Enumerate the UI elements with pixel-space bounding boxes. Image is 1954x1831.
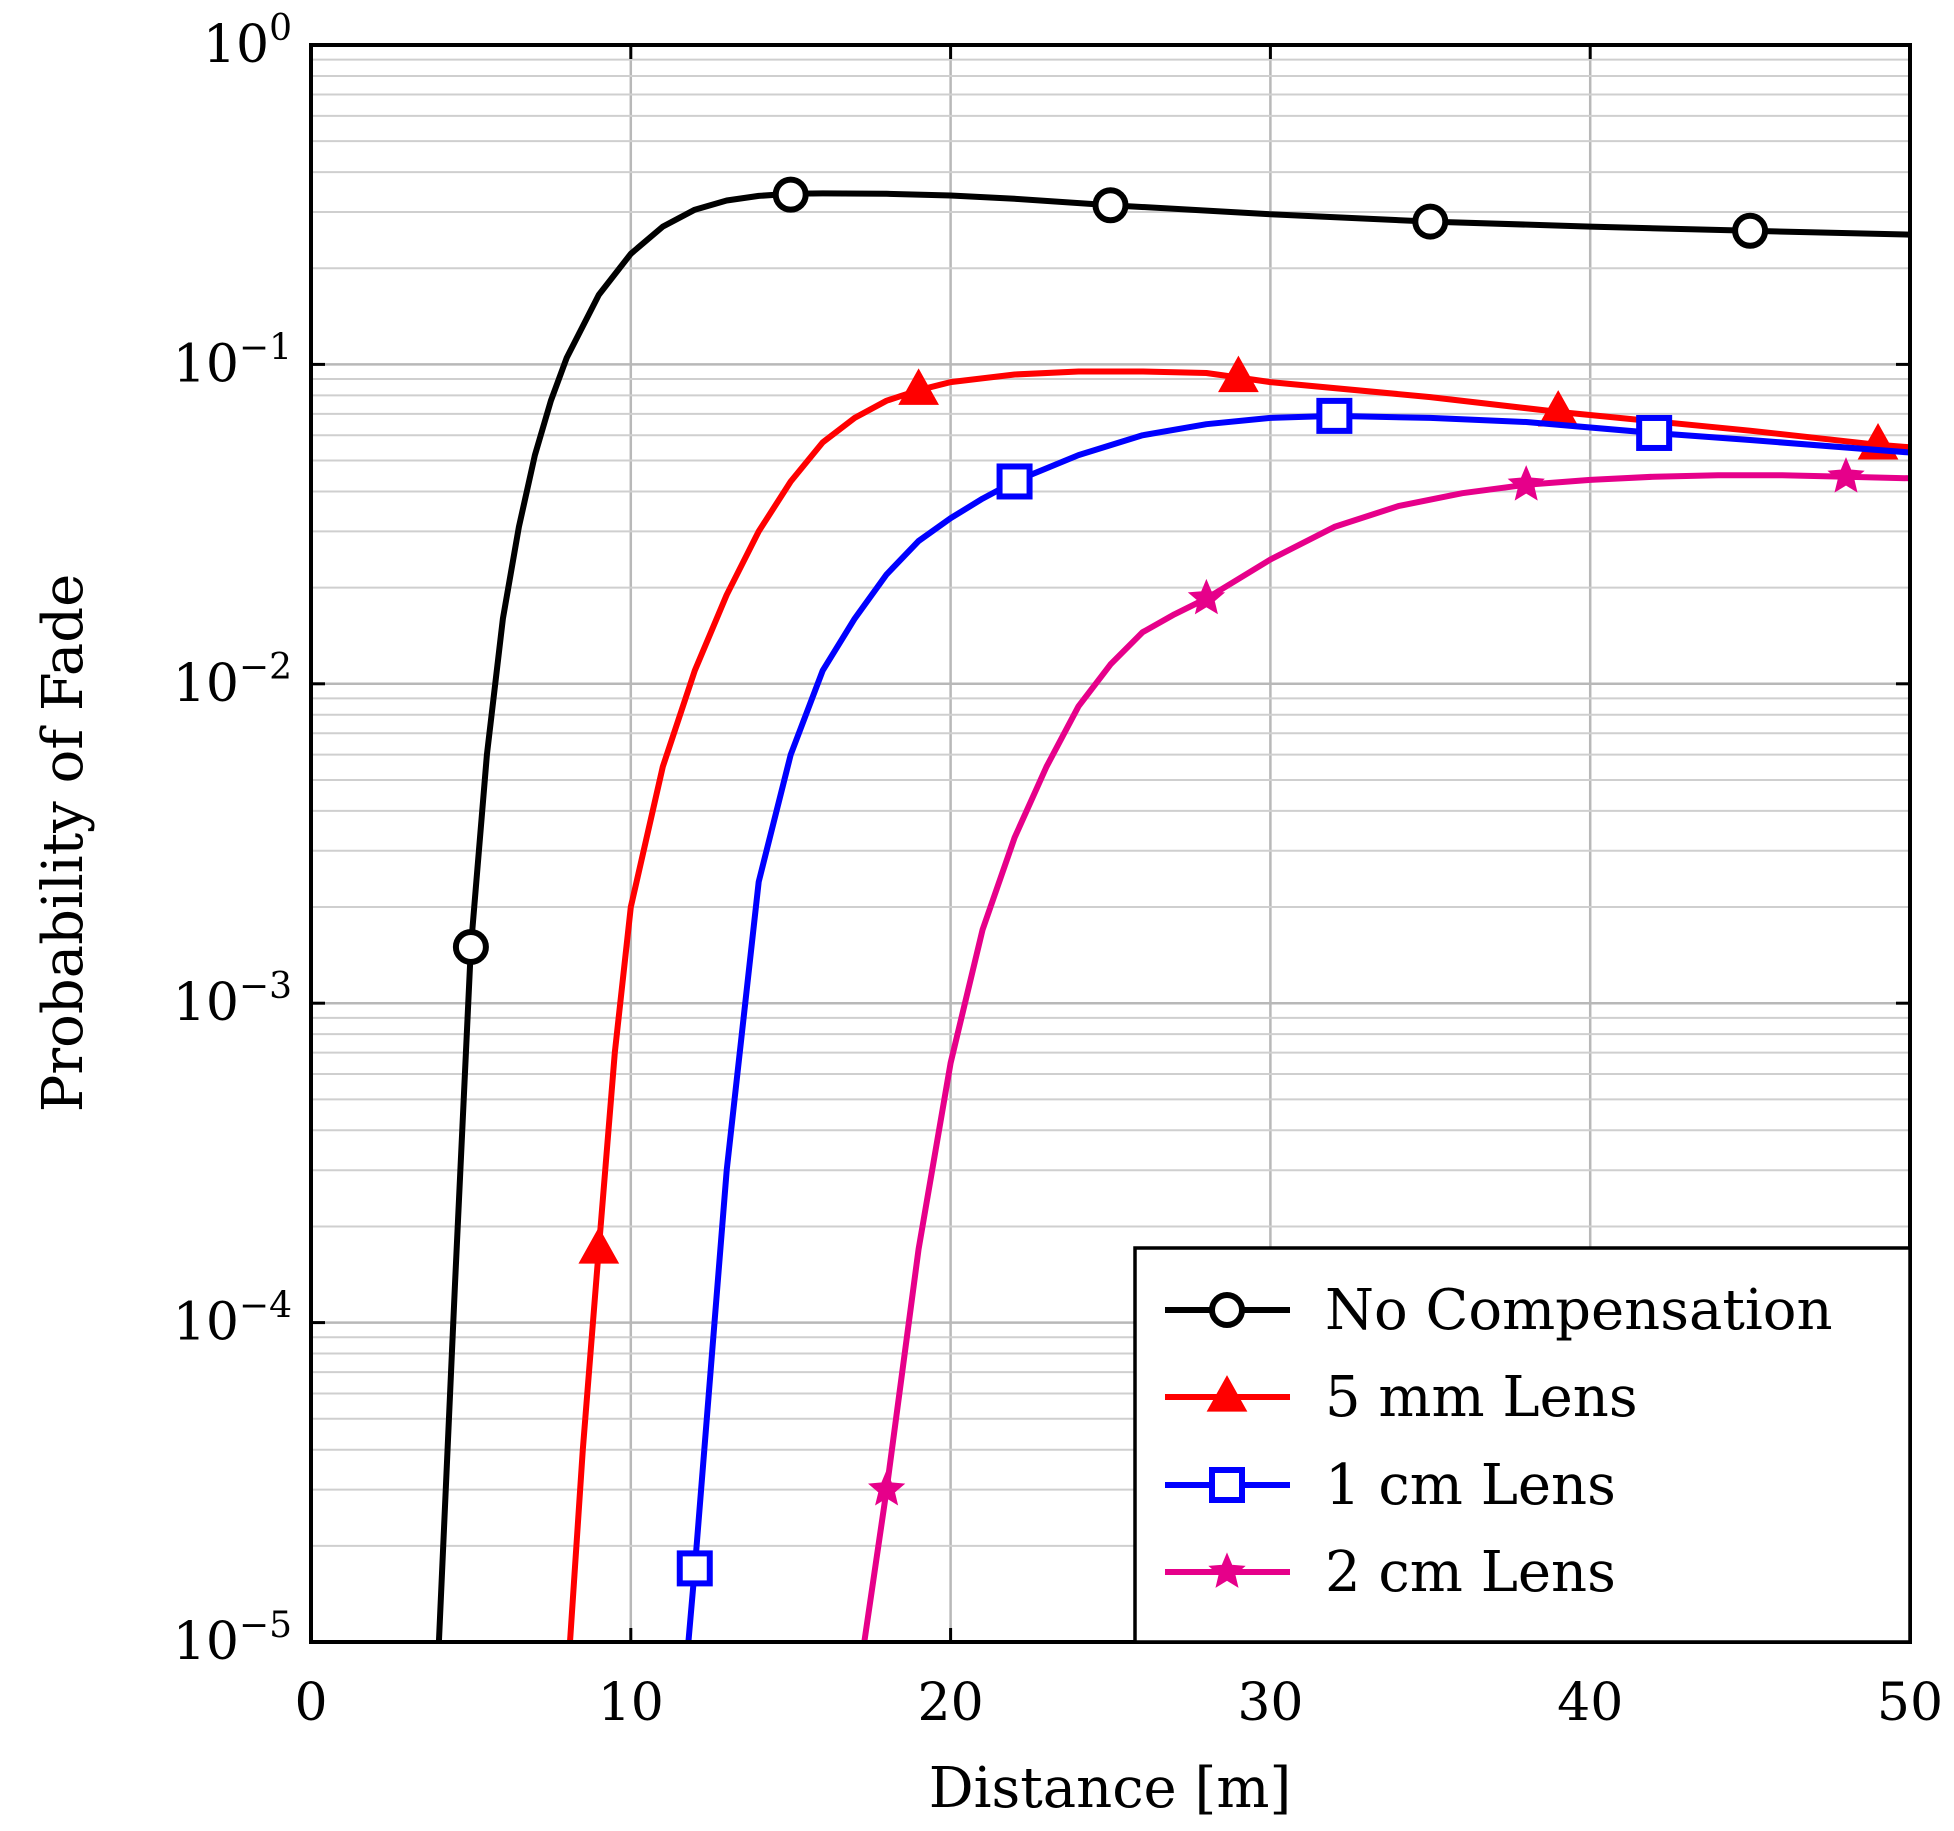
circle-marker	[1209, 1292, 1245, 1328]
legend-label: 1 cm Lens	[1325, 1453, 1616, 1518]
square-marker	[996, 463, 1033, 500]
series-5-mm-lens	[567, 355, 1910, 1642]
legend-label: 5 mm Lens	[1325, 1365, 1638, 1430]
x-tick-label: 10	[598, 1673, 664, 1733]
x-tick-label: 50	[1877, 1673, 1943, 1733]
star-marker	[1827, 457, 1865, 493]
star-marker	[868, 1469, 906, 1506]
triangle-marker	[898, 368, 939, 405]
star-marker	[1507, 465, 1545, 501]
triangle-marker	[578, 1227, 620, 1264]
x-tick-label: 20	[918, 1673, 984, 1733]
y-tick-label: 10−2	[173, 647, 292, 714]
y-tick-label: 10−3	[173, 966, 292, 1033]
legend-label: No Compensation	[1325, 1278, 1833, 1343]
circle-marker	[1732, 212, 1769, 249]
legend-entry: No Compensation	[1165, 1278, 1833, 1343]
circle-marker	[452, 928, 489, 965]
circle-marker	[1412, 203, 1449, 240]
series-2-cm-lens	[861, 457, 1910, 1642]
x-tick-label: 30	[1237, 1673, 1303, 1733]
square-marker	[676, 1550, 713, 1587]
triangle-marker	[1218, 355, 1259, 393]
axis-ticks: 0 10 20 30 40 50 100 10−1 10−2 10−3 10−4 10−5	[173, 8, 1943, 1733]
legend-box	[1133, 1246, 1912, 1644]
y-axis-label: Probability of Fade	[31, 574, 96, 1113]
legend: No Compensation 5 mm Lens 1 cm Lens 2 cm Le…	[1133, 1246, 1912, 1644]
star-marker	[1208, 1552, 1246, 1588]
square-marker	[1636, 414, 1673, 451]
square-marker	[1209, 1467, 1245, 1503]
plot-frame	[309, 43, 1912, 1644]
y-tick-label: 100	[203, 8, 292, 75]
series-1-cm-lens	[676, 397, 1910, 1642]
x-tick-label: 0	[294, 1673, 327, 1733]
square-marker	[1316, 397, 1353, 434]
legend-entry: 5 mm Lens	[1165, 1365, 1638, 1430]
x-axis-label: Distance [m]	[929, 1756, 1292, 1821]
series-line	[435, 190, 1910, 1642]
circle-marker	[772, 176, 809, 213]
legend-entry: 2 cm Lens	[1165, 1540, 1616, 1605]
y-tick-label: 10−5	[173, 1605, 292, 1672]
legend-label: 2 cm Lens	[1325, 1540, 1616, 1605]
legend-entry: 1 cm Lens	[1165, 1453, 1616, 1518]
star-marker	[1187, 578, 1226, 615]
y-tick-label: 10−4	[173, 1286, 292, 1353]
series-line	[567, 368, 1910, 1642]
x-tick-label: 40	[1557, 1673, 1623, 1733]
triangle-marker	[1206, 1375, 1248, 1412]
circle-marker	[1092, 187, 1129, 224]
plot-series	[435, 176, 1910, 1642]
series-no-compensation	[435, 176, 1910, 1642]
y-tick-label: 10−1	[173, 327, 292, 394]
